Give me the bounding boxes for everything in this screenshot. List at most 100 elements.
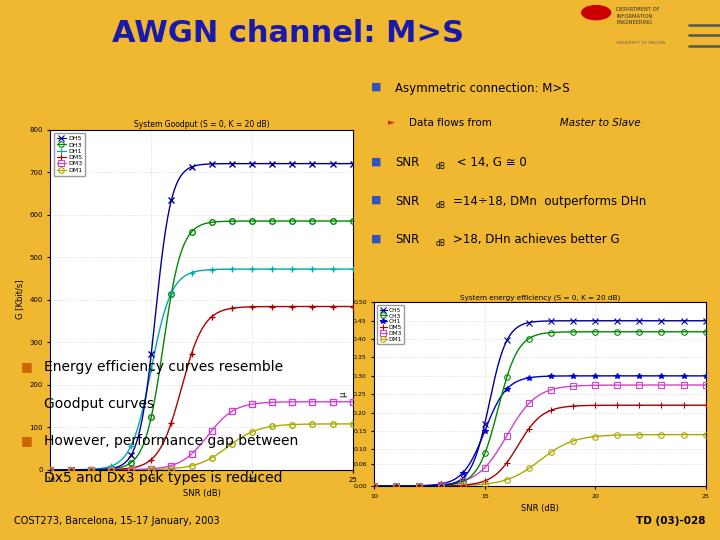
DH3 [231,218,240,224]
Line: DM5: DM5 [50,307,353,470]
Text: < 14, G ≅ 0: < 14, G ≅ 0 [454,157,527,170]
DH3 [301,218,310,224]
CH1 [566,373,575,379]
Line: DH5: DH5 [50,164,353,470]
CH3 [566,329,575,335]
Line: DM1: DM1 [50,424,353,470]
Text: ■: ■ [371,82,381,92]
DM5 [370,483,379,489]
Text: dB: dB [436,201,446,210]
Line: CH3: CH3 [374,332,706,486]
DH3 [47,467,55,473]
DH1 [46,467,55,473]
Line: DM3: DM3 [50,402,353,470]
DH1 [320,266,329,272]
DM5 [226,305,235,312]
DH5 [46,467,55,473]
DM1 [348,421,357,427]
DM3 [372,483,380,489]
DH3 [226,218,235,225]
Text: SNR: SNR [395,195,420,208]
CH1 [370,483,379,489]
DM3 [370,483,379,489]
DH1 [47,467,55,473]
Line: CH5: CH5 [374,321,706,486]
Text: ■: ■ [21,360,32,373]
DM5 [46,467,55,473]
Text: TD (03)-028: TD (03)-028 [636,516,706,526]
DM1 [649,431,658,438]
Text: SNR: SNR [395,157,420,170]
CH3 [370,483,379,489]
DM5 [320,303,329,310]
Text: AWGN channel: M>S: AWGN channel: M>S [112,19,464,48]
Line: DM5: DM5 [374,405,706,486]
Text: ■: ■ [371,195,381,205]
Title: System energy efficiency (S = 0, K = 20 dB): System energy efficiency (S = 0, K = 20 … [460,295,620,301]
DM5 [649,402,658,408]
DM5 [372,483,380,489]
CH1 [567,373,576,379]
CH5 [372,483,380,489]
DM1 [372,483,380,489]
Text: Energy efficiency curves resemble: Energy efficiency curves resemble [45,360,284,374]
Text: dB: dB [436,162,446,171]
DM1 [47,467,55,473]
DH5 [301,160,310,167]
CH1 [372,483,380,489]
Line: DM3: DM3 [374,385,706,486]
DM1 [701,431,710,438]
CH5 [649,318,658,324]
Text: DEPARTMENT OF
INFORMATION
ENGINEERING: DEPARTMENT OF INFORMATION ENGINEERING [616,7,660,25]
DM5 [701,402,710,408]
Text: ►: ► [388,118,395,127]
CH5 [370,483,379,489]
X-axis label: SNR (dB): SNR (dB) [183,489,220,498]
Text: COST273, Barcelona, 15-17 January, 2003: COST273, Barcelona, 15-17 January, 2003 [14,516,220,526]
Text: Dx5 and Dx3 pck types is reduced: Dx5 and Dx3 pck types is reduced [45,471,283,485]
CH3 [649,328,658,335]
Legend: DH5, DH3, DH1, DM5, DM3, DM1: DH5, DH3, DH1, DM5, DM3, DM1 [53,133,85,176]
DH5 [226,160,235,167]
DH3 [225,218,234,225]
CH1 [573,373,582,379]
CH3 [701,328,710,335]
DH1 [225,266,234,272]
Line: DH1: DH1 [50,269,353,470]
DM1 [301,421,310,428]
DM1 [320,421,329,427]
CH5 [573,318,582,324]
DH1 [226,266,235,272]
DH1 [301,266,310,272]
DM3 [701,382,710,388]
Y-axis label: G [Kbit/s]: G [Kbit/s] [14,280,24,320]
Text: >18, DHn achieves better G: >18, DHn achieves better G [454,233,620,246]
CH1 [670,373,679,379]
DH1 [348,266,357,272]
DM1 [226,442,235,448]
DM1 [370,483,379,489]
CH3 [567,329,576,335]
DM5 [301,303,310,310]
DM3 [348,399,357,405]
DM1 [670,431,679,438]
DM5 [225,306,234,312]
Title: System Goodput (S = 0, K = 20 dB): System Goodput (S = 0, K = 20 dB) [134,120,269,129]
Text: Goodput curves: Goodput curves [45,397,155,411]
CH5 [566,318,575,324]
Text: Master to Slave: Master to Slave [410,118,641,128]
DM1 [225,442,234,449]
Line: DH3: DH3 [50,221,353,470]
DM3 [567,383,576,389]
DH5 [225,160,234,167]
DH3 [320,218,329,224]
Text: ■: ■ [371,233,381,244]
Legend: CH5, CH3, CH1, DM5, DM3, DM1: CH5, CH3, CH1, DM5, DM3, DM1 [377,305,404,344]
DM1 [231,438,240,444]
Text: Data flows from: Data flows from [410,118,495,128]
DM3 [231,406,240,413]
Text: SNR: SNR [395,233,420,246]
CH1 [649,373,658,379]
Text: However, performance gap between: However, performance gap between [45,434,299,448]
DM1 [46,467,55,473]
